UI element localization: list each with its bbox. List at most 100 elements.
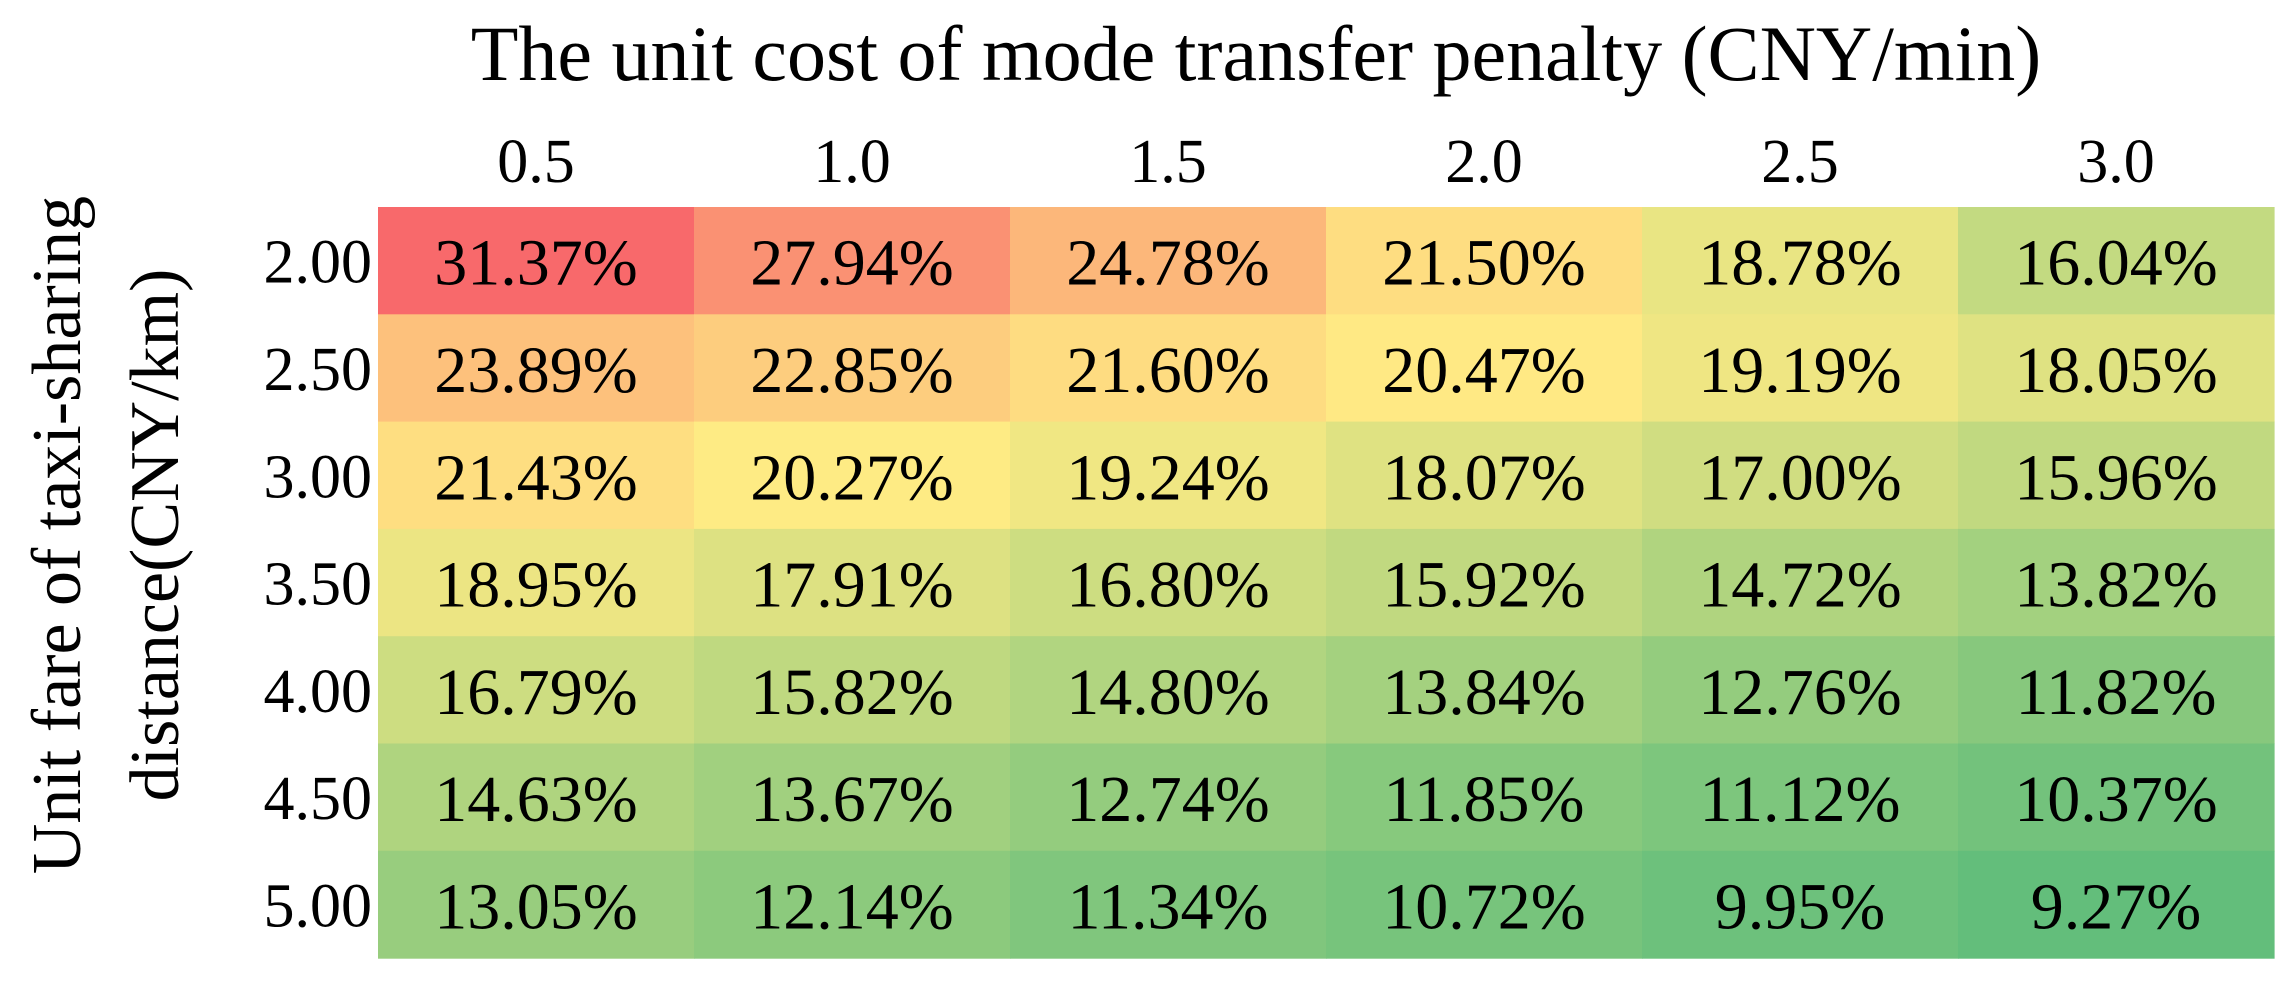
cell-value-label: 16.79% [434, 656, 637, 729]
cell-value-label: 13.84% [1382, 656, 1585, 729]
heatmap-cell [378, 314, 695, 423]
x-tick-label: 3.0 [2077, 128, 2155, 196]
y-tick-label: 4.00 [264, 658, 373, 726]
y-axis-title-line-1: Unit fare of taxi-sharing [19, 196, 96, 874]
cell-value-label: 16.80% [1066, 549, 1269, 622]
heatmap-cell [1642, 636, 1959, 745]
heatmap-cell [1326, 314, 1643, 423]
cell-value-label: 18.07% [1382, 441, 1585, 514]
cell-value-label: 10.72% [1382, 870, 1585, 943]
cell-value-label: 17.91% [750, 549, 953, 622]
x-tick-label: 0.5 [497, 128, 575, 196]
heatmap-cell [1642, 528, 1959, 637]
heatmap-cell [694, 207, 1011, 315]
heatmap-cell [694, 743, 1011, 852]
cell-value-label: 14.72% [1698, 549, 1901, 622]
cell-value-label: 16.04% [2014, 227, 2217, 300]
cell-value-label: 21.60% [1066, 334, 1269, 407]
heatmap-cell [1010, 421, 1327, 530]
heatmap-cell [694, 636, 1011, 745]
y-tick-label: 3.00 [264, 443, 373, 511]
cell-value-label: 11.34% [1067, 870, 1268, 943]
heatmap-cell [1958, 314, 2275, 423]
cell-value-label: 12.74% [1066, 763, 1269, 836]
heatmap-cell [378, 743, 695, 852]
x-tick-label: 1.5 [1129, 128, 1207, 196]
cell-value-label: 18.95% [434, 549, 637, 622]
heatmap-cell [1958, 636, 2275, 745]
cell-value-label: 9.27% [2031, 870, 2201, 943]
heatmap-cell [694, 314, 1011, 423]
x-tick-label: 2.0 [1445, 128, 1523, 196]
cell-value-label: 12.14% [750, 870, 953, 943]
cell-value-label: 18.05% [2014, 334, 2217, 407]
cell-value-label: 21.43% [434, 441, 637, 514]
heatmap-cell [1642, 850, 1959, 959]
x-tick-labels: 0.5 1.0 1.5 2.0 2.5 3.0 [497, 128, 2155, 196]
y-tick-label: 5.00 [264, 872, 373, 940]
heatmap-cell [1642, 743, 1959, 852]
cell-value-label: 13.82% [2014, 549, 2217, 622]
cell-value-label: 11.12% [1699, 763, 1900, 836]
cell-value-label: 11.85% [1383, 763, 1584, 836]
x-axis-title: The unit cost of mode transfer penalty (… [471, 10, 2041, 97]
cell-value-label: 23.89% [434, 334, 637, 407]
heatmap-cell [1326, 421, 1643, 530]
heatmap-cell [1958, 743, 2275, 852]
heatmap-cell [1010, 528, 1327, 637]
heatmap-cell [1326, 850, 1643, 959]
cell-value-label: 9.95% [1715, 870, 1885, 943]
cell-value-label: 10.37% [2014, 763, 2217, 836]
cell-value-label: 13.67% [750, 763, 953, 836]
y-tick-label: 2.50 [264, 336, 373, 404]
cell-value-label: 21.50% [1382, 227, 1585, 300]
cell-value-label: 19.24% [1066, 441, 1269, 514]
y-axis-title: Unit fare of taxi-sharing distance(CNY/k… [19, 196, 194, 874]
heatmap-cell [378, 850, 695, 959]
heatmap-cell [378, 421, 695, 530]
heatmap-cell-labels: 31.37% 27.94% 24.78% 21.50% 18.78% 16.04% 23.8… [434, 227, 2217, 944]
x-tick-label: 1.0 [813, 128, 891, 196]
cell-value-label: 12.76% [1698, 656, 1901, 729]
cell-value-label: 14.80% [1066, 656, 1269, 729]
heatmap-cell [694, 528, 1011, 637]
cell-value-label: 31.37% [434, 227, 637, 300]
y-axis-title-line-2: distance(CNY/km) [117, 269, 194, 802]
heatmap-cell [1010, 636, 1327, 745]
cell-value-label: 24.78% [1066, 227, 1269, 300]
heatmap-cell [378, 528, 695, 637]
heatmap-cells [378, 207, 2275, 959]
heatmap-cell [1326, 528, 1643, 637]
heatmap-cell [1958, 207, 2275, 315]
heatmap-cell [1326, 636, 1643, 745]
heatmap-cell [378, 636, 695, 745]
heatmap-cell [1642, 421, 1959, 530]
heatmap-cell [1642, 314, 1959, 423]
heatmap-cell [1642, 207, 1959, 315]
cell-value-label: 13.05% [434, 870, 637, 943]
cell-value-label: 17.00% [1698, 441, 1901, 514]
heatmap-cell [1010, 207, 1327, 315]
cell-value-label: 20.47% [1382, 334, 1585, 407]
heatmap-cell [694, 850, 1011, 959]
heatmap-cell [1010, 850, 1327, 959]
heatmap-cell [1958, 850, 2275, 959]
heatmap-cell [1326, 743, 1643, 852]
heatmap-cell [1010, 743, 1327, 852]
heatmap-cell [1326, 207, 1643, 315]
cell-value-label: 14.63% [434, 763, 637, 836]
cell-value-label: 22.85% [750, 334, 953, 407]
heatmap-cell [1958, 421, 2275, 530]
heatmap-cell [1958, 528, 2275, 637]
cell-value-label: 15.82% [750, 656, 953, 729]
x-tick-label: 2.5 [1761, 128, 1839, 196]
heatmap-cell [378, 207, 695, 315]
cell-value-label: 15.92% [1382, 549, 1585, 622]
cell-value-label: 27.94% [750, 227, 953, 300]
cell-value-label: 20.27% [750, 441, 953, 514]
y-tick-label: 4.50 [264, 765, 373, 833]
y-tick-labels: 2.00 2.50 3.00 3.50 4.00 4.50 5.00 [264, 229, 373, 941]
cell-value-label: 15.96% [2014, 441, 2217, 514]
cell-value-label: 18.78% [1698, 227, 1901, 300]
y-tick-label: 3.50 [264, 551, 373, 619]
